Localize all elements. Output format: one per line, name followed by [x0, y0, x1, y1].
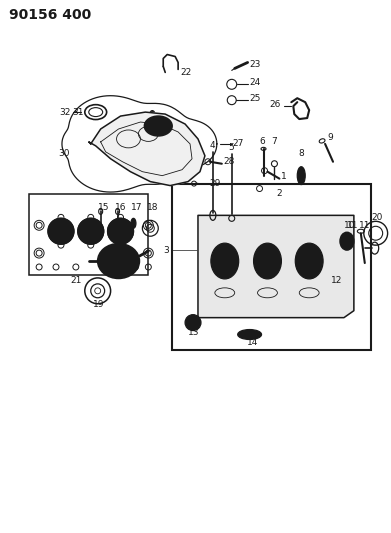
- Ellipse shape: [295, 243, 323, 279]
- Text: 22: 22: [180, 68, 191, 77]
- Ellipse shape: [238, 329, 262, 340]
- Polygon shape: [198, 215, 354, 318]
- Text: 19: 19: [93, 300, 104, 309]
- Ellipse shape: [297, 167, 305, 184]
- Circle shape: [256, 264, 264, 272]
- Text: 11: 11: [359, 221, 370, 230]
- Text: 21: 21: [70, 277, 82, 285]
- Text: 9: 9: [327, 133, 333, 142]
- Polygon shape: [62, 96, 217, 192]
- Text: 3: 3: [163, 246, 169, 255]
- Bar: [172, 183, 371, 350]
- Ellipse shape: [148, 119, 168, 133]
- Text: 24: 24: [249, 78, 261, 87]
- Text: 28: 28: [224, 157, 235, 166]
- Text: 90156 400: 90156 400: [9, 8, 91, 22]
- Text: 31: 31: [72, 108, 84, 117]
- Text: 12: 12: [331, 277, 343, 285]
- Text: 1: 1: [282, 172, 287, 181]
- Text: 2: 2: [276, 189, 282, 198]
- Circle shape: [297, 264, 305, 272]
- Text: 14: 14: [247, 338, 258, 347]
- Text: 17: 17: [131, 203, 142, 212]
- Circle shape: [271, 264, 278, 272]
- Ellipse shape: [144, 116, 172, 136]
- Text: 33: 33: [156, 114, 168, 123]
- Text: 6: 6: [260, 138, 265, 147]
- Circle shape: [78, 219, 104, 244]
- Text: 4: 4: [210, 141, 215, 150]
- Circle shape: [108, 219, 133, 244]
- Text: 32: 32: [59, 108, 70, 117]
- Circle shape: [313, 264, 321, 272]
- Ellipse shape: [98, 244, 140, 278]
- Text: 30: 30: [58, 149, 70, 158]
- Text: 11: 11: [347, 221, 359, 230]
- Ellipse shape: [254, 243, 282, 279]
- Text: 8: 8: [298, 149, 304, 158]
- Circle shape: [150, 111, 155, 117]
- Text: 15: 15: [98, 203, 109, 212]
- Text: 10: 10: [344, 221, 355, 230]
- Text: 16: 16: [115, 203, 126, 212]
- Text: 13: 13: [188, 328, 199, 337]
- Text: 23: 23: [249, 60, 261, 69]
- Ellipse shape: [340, 232, 354, 250]
- Text: 27: 27: [233, 139, 244, 148]
- Ellipse shape: [298, 247, 320, 275]
- Text: 18: 18: [147, 203, 159, 212]
- Circle shape: [185, 314, 201, 330]
- Circle shape: [214, 264, 222, 272]
- Text: 29: 29: [209, 179, 220, 188]
- Circle shape: [48, 219, 74, 244]
- Text: 26: 26: [269, 100, 281, 109]
- Text: 20: 20: [372, 213, 383, 222]
- Ellipse shape: [109, 250, 137, 272]
- Ellipse shape: [256, 247, 278, 275]
- Ellipse shape: [131, 219, 136, 228]
- Polygon shape: [89, 112, 205, 185]
- Circle shape: [228, 264, 236, 272]
- Text: 25: 25: [249, 94, 261, 103]
- Text: 7: 7: [271, 138, 277, 147]
- Ellipse shape: [214, 247, 236, 275]
- Bar: [29, 193, 148, 275]
- Ellipse shape: [211, 243, 239, 279]
- Text: 5: 5: [229, 143, 235, 152]
